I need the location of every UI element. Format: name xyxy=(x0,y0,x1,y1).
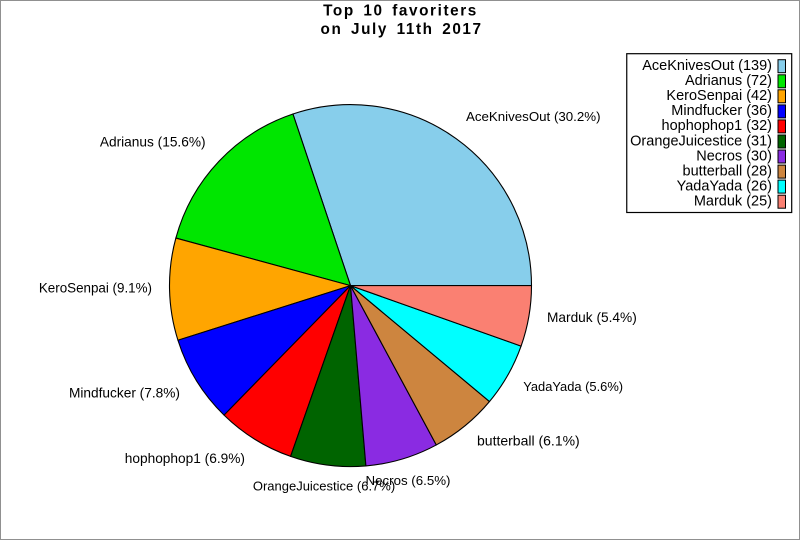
svg-text:Adrianus (15.6%): Adrianus (15.6%) xyxy=(100,135,206,150)
svg-text:Mindfucker (7.8%): Mindfucker (7.8%) xyxy=(69,386,180,401)
svg-text:Marduk (5.4%): Marduk (5.4%) xyxy=(547,310,637,325)
svg-text:Necros (6.5%): Necros (6.5%) xyxy=(366,473,451,488)
svg-text:Top 10 favoriters: Top 10 favoriters xyxy=(323,3,478,20)
svg-text:KeroSenpai (42): KeroSenpai (42) xyxy=(666,88,772,104)
svg-text:Mindfucker (36): Mindfucker (36) xyxy=(671,103,772,119)
svg-text:butterball (6.1%): butterball (6.1%) xyxy=(477,433,580,449)
svg-text:Adrianus (72): Adrianus (72) xyxy=(685,73,772,89)
svg-text:AceKnivesOut (139): AceKnivesOut (139) xyxy=(642,58,772,74)
svg-text:OrangeJuicestice (6.7%): OrangeJuicestice (6.7%) xyxy=(253,478,395,493)
svg-text:Marduk (25): Marduk (25) xyxy=(694,194,772,210)
svg-text:on July 11th 2017: on July 11th 2017 xyxy=(321,21,483,38)
svg-text:hophophop1 (32): hophophop1 (32) xyxy=(662,118,772,134)
svg-text:YadaYada (5.6%): YadaYada (5.6%) xyxy=(523,379,623,394)
svg-text:butterball (28): butterball (28) xyxy=(683,163,772,179)
svg-text:KeroSenpai (9.1%): KeroSenpai (9.1%) xyxy=(39,281,152,296)
svg-text:AceKnivesOut (30.2%): AceKnivesOut (30.2%) xyxy=(466,109,601,124)
svg-text:Necros (30): Necros (30) xyxy=(696,148,772,164)
svg-text:YadaYada (26): YadaYada (26) xyxy=(677,178,772,194)
svg-text:OrangeJuicestice (31): OrangeJuicestice (31) xyxy=(630,133,772,149)
svg-text:hophophop1 (6.9%): hophophop1 (6.9%) xyxy=(125,451,245,466)
